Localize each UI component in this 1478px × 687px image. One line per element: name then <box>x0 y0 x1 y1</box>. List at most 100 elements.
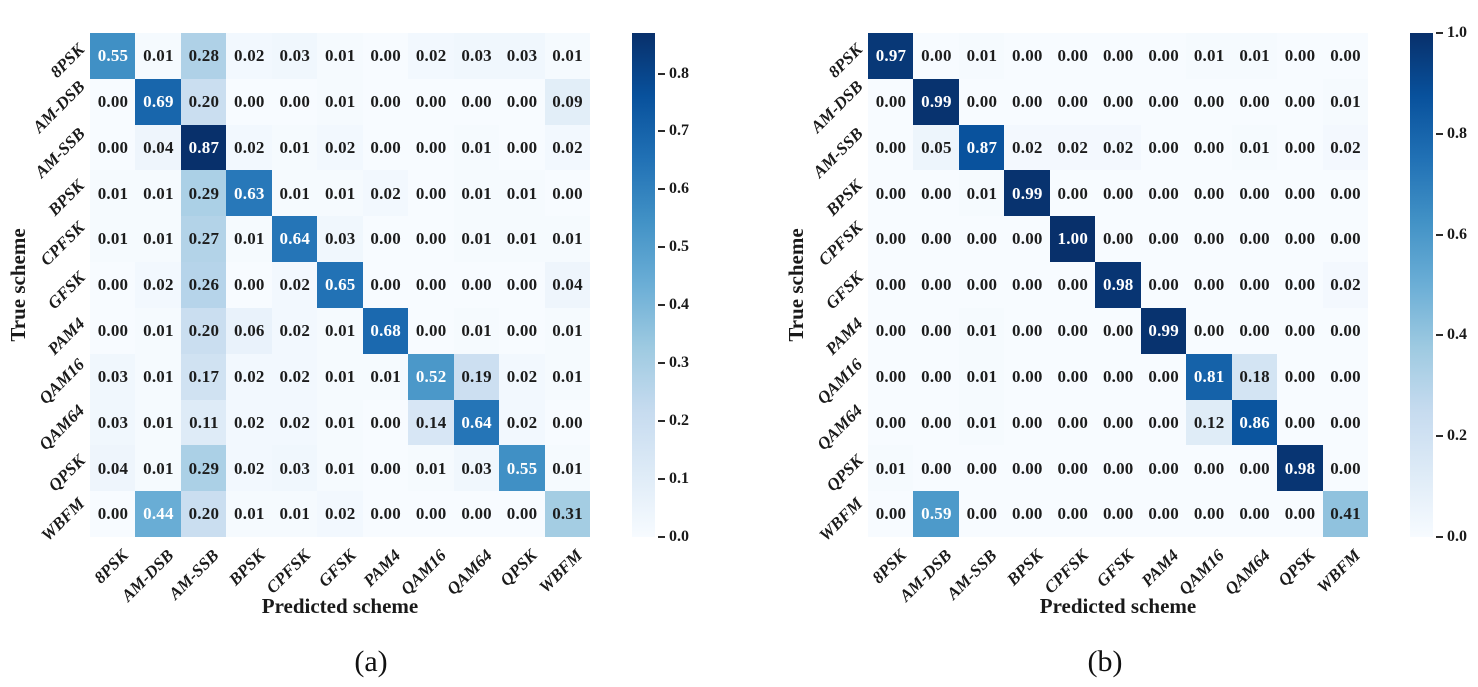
colorbar-tick-label: 0.1 <box>669 470 689 488</box>
heatmap-cell: 0.00 <box>1140 399 1187 446</box>
heatmap-cell: 0.00 <box>1095 307 1142 355</box>
heatmap-cell: 0.64 <box>453 399 500 446</box>
heatmap-cell: 0.05 <box>913 124 960 171</box>
heatmap-cell: 0.02 <box>317 491 364 538</box>
heatmap-cell: 0.01 <box>499 216 546 263</box>
heatmap-cell: 0.00 <box>1095 78 1142 126</box>
heatmap-cell: 0.01 <box>453 216 500 263</box>
heatmap-cell: 0.00 <box>1186 307 1233 355</box>
heatmap-cell: 0.87 <box>958 124 1005 171</box>
x-tick-label-qam64: QAM64 <box>1220 545 1274 599</box>
heatmap-cell: 0.81 <box>1186 353 1233 401</box>
heatmap-cell: 0.00 <box>1186 491 1233 538</box>
colorbar-tick-label: 0.6 <box>669 180 689 198</box>
heatmap-cell: 0.01 <box>135 170 182 217</box>
heatmap-cell: 0.68 <box>362 307 409 355</box>
heatmap-cell: 0.00 <box>408 78 455 126</box>
heatmap-cell: 0.00 <box>868 170 914 217</box>
heatmap-cell: 0.00 <box>271 78 318 126</box>
colorbar-tick-label: 0.2 <box>1447 427 1467 445</box>
heatmap-cell: 0.02 <box>544 124 591 171</box>
heatmap-cell: 0.00 <box>362 399 409 446</box>
heatmap-cell: 0.01 <box>544 353 591 401</box>
heatmap-cell: 0.98 <box>1095 262 1142 309</box>
colorbar-tick-label: 0.0 <box>669 528 689 545</box>
heatmap-cell: 0.00 <box>913 353 960 401</box>
colorbar-tick-mark <box>658 72 665 75</box>
heatmap-cell: 0.00 <box>1004 216 1051 263</box>
colorbar-tick-mark <box>658 304 665 307</box>
heatmap-cell: 0.52 <box>408 353 455 401</box>
heatmap-cell: 0.28 <box>180 33 227 80</box>
heatmap-cell: 0.00 <box>1277 124 1324 171</box>
heatmap-cell: 0.01 <box>408 445 455 492</box>
y-tick-label-pam4: PAM4 <box>821 313 867 359</box>
heatmap-cell: 0.02 <box>271 353 318 401</box>
heatmap-cell: 0.87 <box>180 124 227 171</box>
colorbar-tick-label: 0.0 <box>1447 528 1467 545</box>
heatmap-cell: 0.00 <box>362 262 409 309</box>
heatmap-cell: 0.00 <box>362 78 409 126</box>
colorbar-tick-mark <box>658 130 665 133</box>
colorbar-tick-mark <box>1436 334 1443 337</box>
heatmap-cell: 0.02 <box>226 33 273 80</box>
heatmap-cell: 0.00 <box>1231 78 1278 126</box>
heatmap-cell: 0.01 <box>226 491 273 538</box>
heatmap-cell: 0.00 <box>1140 124 1187 171</box>
heatmap-cell: 0.01 <box>868 445 914 492</box>
heatmap-cell: 0.00 <box>868 353 914 401</box>
heatmap-cell: 0.01 <box>317 170 364 217</box>
heatmap-cell: 0.03 <box>271 445 318 492</box>
heatmap-cell: 0.20 <box>180 307 227 355</box>
heatmap-cell: 0.00 <box>453 78 500 126</box>
x-tick-label-wbfm: WBFM <box>1313 545 1365 597</box>
subfigure-caption: (b) <box>1087 645 1123 678</box>
heatmap-cell: 0.01 <box>135 445 182 492</box>
heatmap-cell: 0.00 <box>1322 170 1369 217</box>
colorbar <box>632 33 655 537</box>
colorbar-tick-label: 0.6 <box>1447 225 1467 243</box>
heatmap-cell: 0.01 <box>90 216 136 263</box>
heatmap-cell: 0.00 <box>1095 33 1142 80</box>
heatmap-cell: 0.00 <box>362 33 409 80</box>
heatmap-cell: 0.03 <box>453 445 500 492</box>
heatmap-cell: 0.01 <box>226 216 273 263</box>
colorbar-tick-mark <box>658 362 665 365</box>
heatmap-cell: 0.00 <box>362 445 409 492</box>
heatmap-cell: 0.01 <box>317 353 364 401</box>
heatmap-cell: 0.00 <box>1004 78 1051 126</box>
colorbar-tick-mark <box>1436 32 1443 34</box>
heatmap-cell: 0.00 <box>362 491 409 538</box>
heatmap-cell: 0.02 <box>1322 124 1369 171</box>
heatmap-cell: 0.04 <box>135 124 182 171</box>
heatmap-cell: 0.00 <box>1231 491 1278 538</box>
x-axis-title: Predicted scheme <box>1039 594 1197 618</box>
heatmap-cell: 0.02 <box>271 262 318 309</box>
heatmap-cell: 0.00 <box>544 170 591 217</box>
heatmap-cell: 0.00 <box>1322 216 1369 263</box>
heatmap-cell: 0.02 <box>226 445 273 492</box>
heatmap-cell: 0.01 <box>499 170 546 217</box>
heatmap-cell: 0.00 <box>1277 399 1324 446</box>
heatmap-cell: 0.00 <box>408 216 455 263</box>
heatmap-cell: 0.00 <box>868 124 914 171</box>
heatmap-cell: 0.00 <box>453 491 500 538</box>
colorbar-tick-mark <box>658 246 665 249</box>
heatmap-cell: 0.86 <box>1231 399 1278 446</box>
heatmap-cell: 0.00 <box>499 124 546 171</box>
heatmap-cell: 0.01 <box>958 33 1005 80</box>
x-tick-label-cpfsk: CPFSK <box>1040 545 1092 598</box>
heatmap-cell: 0.00 <box>868 491 914 538</box>
heatmap-cell: 0.00 <box>1277 307 1324 355</box>
heatmap-cell: 0.00 <box>958 491 1005 538</box>
heatmap-cell: 0.03 <box>453 33 500 80</box>
heatmap-cell: 0.01 <box>544 33 591 80</box>
heatmap-cell: 0.02 <box>499 399 546 446</box>
heatmap-cell: 0.00 <box>1004 307 1051 355</box>
colorbar-tick-label: 0.7 <box>669 122 689 140</box>
heatmap-cell: 0.00 <box>1277 262 1324 309</box>
colorbar <box>1410 33 1433 537</box>
heatmap-cell: 0.00 <box>499 307 546 355</box>
y-tick-label-bpsk: BPSK <box>822 176 867 220</box>
colorbar-tick-label: 0.8 <box>669 64 689 82</box>
